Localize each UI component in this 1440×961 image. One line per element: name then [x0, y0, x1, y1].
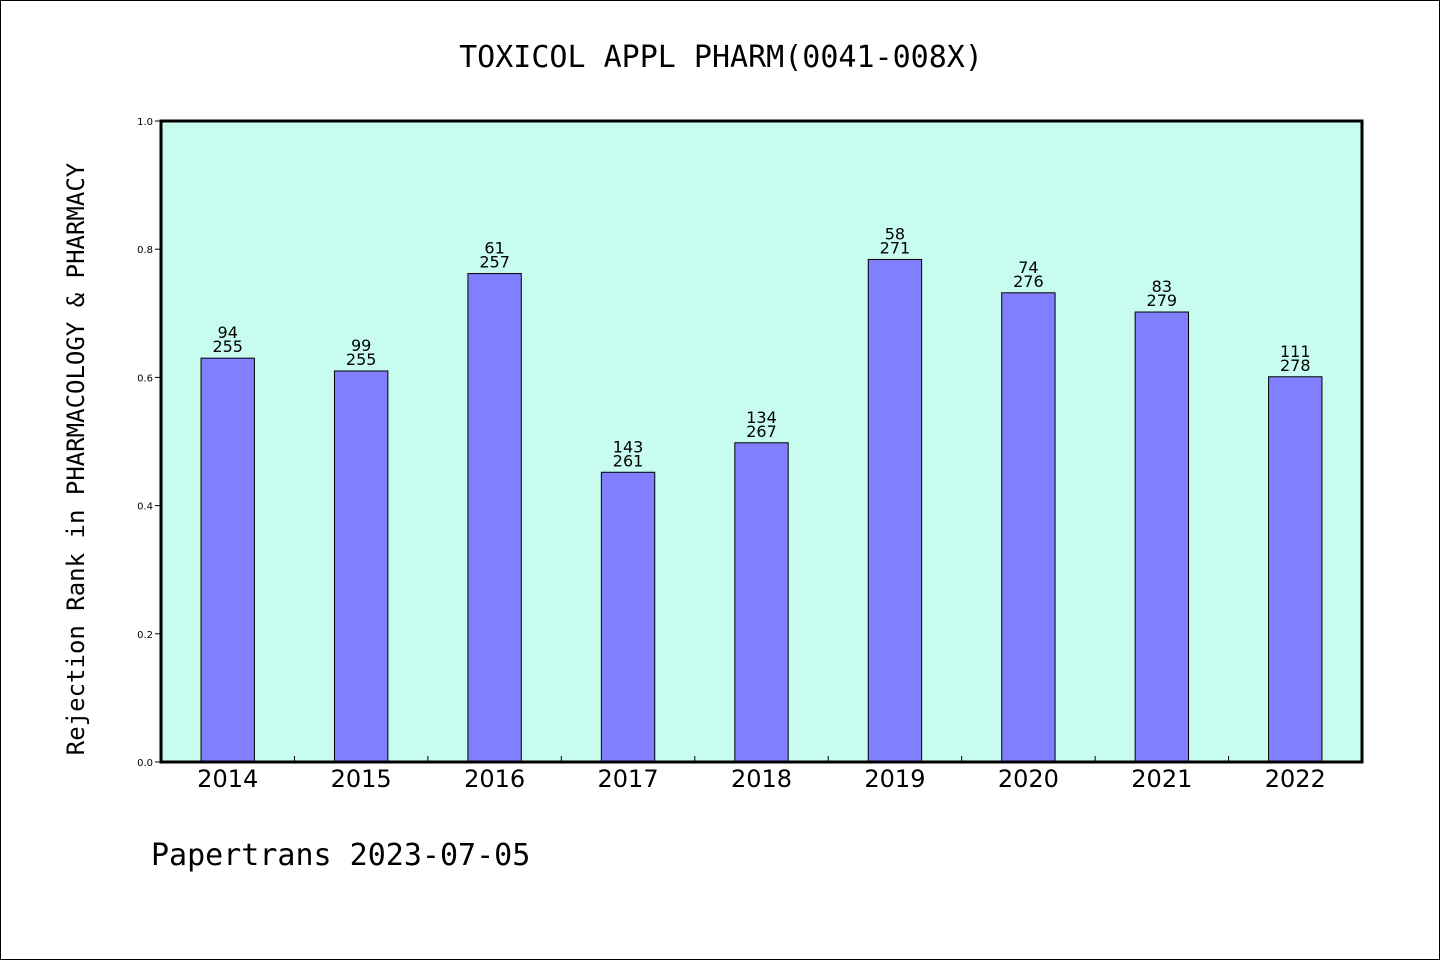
bar-2018	[734, 442, 789, 763]
bar-2014	[200, 357, 255, 763]
bar-total-label-2016: 257	[479, 253, 510, 272]
bar-total-label-2014: 255	[212, 337, 243, 356]
bar-total-label-2021: 279	[1147, 291, 1178, 310]
bar-rank-label-2014: 94	[218, 323, 238, 342]
bar-total-label-2015: 255	[346, 350, 377, 369]
bar-total-label-2019: 271	[880, 238, 911, 257]
y-tick-label: 0.8	[137, 245, 153, 256]
bar-2017	[600, 471, 656, 763]
chart-title: TOXICOL APPL PHARM(0041-008X)	[459, 40, 983, 75]
x-axis-ticks: 2014 2015 2016 2017 2018 2019 2020 2021 2022	[197, 756, 1326, 793]
bar-2020	[1001, 292, 1056, 763]
y-tick-label: 0.2	[137, 630, 153, 641]
bar-total-label-2017: 261	[613, 451, 644, 470]
bar-rank-label-2022: 111	[1280, 342, 1311, 361]
bar-rank-label-2021: 83	[1152, 277, 1172, 296]
bar-total-label-2020: 276	[1013, 272, 1044, 291]
y-tick-label: 0.0	[137, 758, 153, 769]
x-tick-label-2015: 2015	[331, 765, 392, 793]
x-tick-label-2021: 2021	[1131, 765, 1192, 793]
y-tick-label: 0.6	[137, 373, 153, 384]
y-axis-ticks: 0.0 0.2 0.4 0.6 0.8 1.0	[137, 117, 161, 769]
bars-group	[200, 258, 1323, 763]
y-tick-label: 0.4	[137, 502, 153, 513]
bar-rank-label-2019: 58	[885, 224, 905, 243]
x-tick-label-2017: 2017	[598, 765, 659, 793]
y-tick-label: 1.0	[137, 117, 153, 128]
x-tick-label-2020: 2020	[998, 765, 1059, 793]
bar-2016	[467, 273, 522, 763]
x-tick-label-2022: 2022	[1265, 765, 1326, 793]
bar-2022	[1268, 376, 1323, 763]
x-tick-label-2019: 2019	[864, 765, 925, 793]
bar-rank-label-2016: 61	[484, 239, 504, 258]
x-tick-label-2014: 2014	[197, 765, 258, 793]
y-axis-label: Rejection Rank in PHARMACOLOGY & PHARMAC…	[62, 162, 90, 755]
bar-2021	[1134, 311, 1190, 763]
bar-2015	[333, 370, 389, 763]
bar-2019	[867, 258, 923, 763]
bar-rank-label-2020: 74	[1018, 258, 1038, 277]
x-tick-label-2016: 2016	[464, 765, 525, 793]
bar-total-label-2022: 278	[1280, 356, 1311, 375]
footer-text: Papertrans 2023-07-05	[151, 838, 530, 873]
bar-total-label-2018: 267	[746, 422, 777, 441]
bar-rank-label-2015: 99	[351, 336, 371, 355]
x-tick-label-2018: 2018	[731, 765, 792, 793]
bar-rank-label-2018: 134	[746, 408, 777, 427]
plot-border	[159, 119, 1364, 764]
bar-rank-label-2017: 143	[613, 437, 644, 456]
